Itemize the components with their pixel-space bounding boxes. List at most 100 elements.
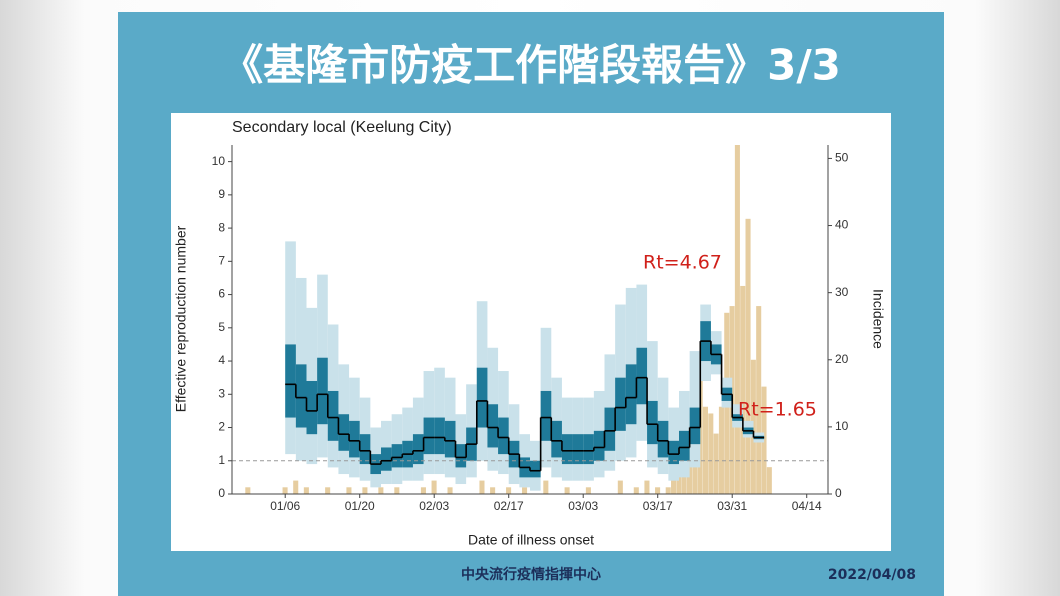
incidence-bar — [245, 487, 251, 494]
y2-tick-label: 10 — [835, 419, 849, 433]
incidence-bar — [522, 487, 528, 494]
ci50-band — [583, 434, 594, 465]
ci50-band — [636, 347, 648, 405]
ci50-band — [572, 434, 584, 465]
incidence-bar — [362, 487, 368, 494]
ci50-band — [668, 440, 679, 465]
plot: 0 1 2 3 4 5 6 7 8 9 10 0 10 20 30 40 50 01/06 01/20 02/03 02… — [212, 145, 849, 513]
ci50-band — [551, 420, 562, 458]
ci50-band — [689, 407, 701, 445]
y2-tick-label: 40 — [835, 218, 849, 232]
y2-tick-label: 0 — [835, 486, 842, 500]
y-tick-label: 6 — [218, 287, 225, 301]
incidence-bar — [293, 480, 299, 494]
ci50-band — [540, 390, 552, 441]
incidence-bar — [431, 480, 437, 494]
x-tick-label: 03/17 — [643, 499, 673, 513]
ci50-band — [349, 420, 360, 458]
incidence-bar — [644, 480, 650, 494]
incidence-bar — [282, 487, 288, 494]
x-tick-label: 03/31 — [717, 499, 747, 513]
ci50-band — [412, 434, 424, 465]
x-tick-label: 02/17 — [494, 499, 524, 513]
ci50-band — [561, 434, 573, 465]
incidence-bar — [447, 487, 453, 494]
y2-tick-label: 30 — [835, 285, 849, 299]
ci50-band — [657, 420, 669, 458]
y2-axis-label: Incidence — [870, 289, 886, 349]
annotation: Rt=4.67 — [643, 252, 722, 274]
annotation: Rt=1.65 — [738, 399, 817, 421]
y-tick-label: 8 — [218, 220, 225, 234]
ci50-band — [498, 417, 509, 455]
incidence-bar — [479, 480, 485, 494]
y-tick-label: 2 — [218, 420, 225, 434]
incidence-bar — [325, 487, 331, 494]
ci50-band — [530, 460, 541, 478]
y-tick-label: 10 — [212, 154, 226, 168]
ci50-band — [679, 430, 690, 461]
x-tick-label: 02/03 — [419, 499, 449, 513]
ci50-band — [317, 357, 328, 425]
incidence-bar — [378, 487, 384, 494]
x-tick-label: 03/03 — [568, 499, 598, 513]
ci50-band — [338, 414, 350, 451]
footer-org: 中央流行疫情指揮中心 — [461, 566, 601, 583]
incidence-bar — [585, 487, 591, 494]
y2-tick-label: 50 — [835, 151, 849, 165]
incidence-bar — [506, 487, 512, 494]
incidence-bar — [655, 487, 661, 494]
incidence-bar — [394, 487, 400, 494]
ci50-band — [285, 344, 296, 418]
ci50-band — [381, 447, 392, 471]
incidence-bar — [617, 480, 623, 494]
y-tick-label: 7 — [218, 254, 225, 268]
y-tick-label: 4 — [218, 353, 225, 367]
y-tick-label: 9 — [218, 187, 225, 201]
slide-title: 《基隆市防疫工作階段報告》3/3 — [221, 41, 841, 90]
rt-step-connector — [295, 341, 755, 471]
y-tick-label: 5 — [218, 320, 225, 334]
incidence-bar — [633, 487, 639, 494]
footer-date: 2022/04/08 — [828, 567, 916, 583]
y-tick-label: 3 — [218, 386, 225, 400]
incidence-bar — [734, 145, 740, 494]
y2-tick-label: 20 — [835, 352, 849, 366]
ci50-band — [476, 367, 488, 428]
incidence-bar — [346, 487, 352, 494]
incidence-bar — [490, 487, 496, 494]
ci50-band — [391, 444, 403, 468]
incidence-bar — [303, 487, 309, 494]
incidence-bar — [420, 487, 426, 494]
ci50-band — [615, 377, 626, 431]
ci50-band — [423, 417, 435, 455]
x-tick-label: 01/20 — [345, 499, 375, 513]
incidence-bar — [740, 285, 746, 494]
incidence-bar — [564, 487, 570, 494]
ci50-band — [444, 420, 456, 458]
incidence-bar — [713, 433, 719, 494]
x-tick-label: 01/06 — [270, 499, 300, 513]
chart-title: Secondary local (Keelung City) — [232, 119, 452, 136]
ci50-band — [434, 417, 445, 455]
y-axis-label: Effective reproduction number — [173, 225, 189, 412]
ci50-band — [455, 444, 467, 468]
incidence-bar — [543, 480, 549, 494]
ci50-band — [604, 407, 616, 451]
incidence-bar — [745, 218, 751, 495]
ci50-band — [359, 434, 371, 465]
incidence-bar — [756, 306, 762, 494]
x-axis-label: Date of illness onset — [468, 532, 594, 548]
y-tick-label: 0 — [218, 486, 225, 500]
ci50-band — [306, 380, 318, 435]
incidence-bar — [718, 406, 724, 494]
ci50-band — [327, 390, 339, 441]
ci50-band — [647, 400, 658, 445]
y-tick-label: 1 — [218, 453, 225, 467]
ci50-band — [593, 430, 605, 461]
ci50-band — [487, 404, 499, 448]
ci50-band — [625, 364, 637, 425]
incidence-bar — [766, 467, 772, 494]
incidence-bar — [702, 406, 709, 494]
